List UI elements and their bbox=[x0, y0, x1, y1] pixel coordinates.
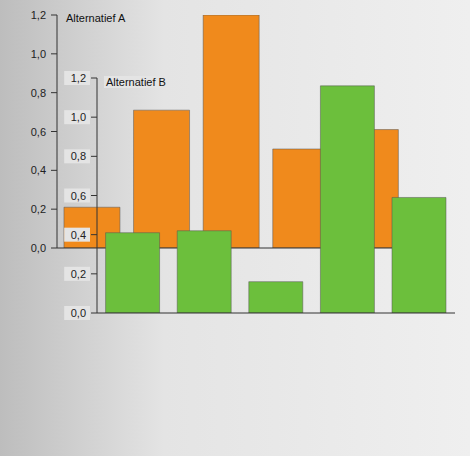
html-text:Alternatief A: Alternatief A bbox=[66, 12, 126, 24]
svg-text:1,2: 1,2 bbox=[71, 72, 86, 84]
svg-text:0,4: 0,4 bbox=[31, 164, 46, 176]
svg-text:0,2: 0,2 bbox=[31, 203, 46, 215]
svg-text:0,0: 0,0 bbox=[31, 242, 46, 254]
svg-text:0,0: 0,0 bbox=[71, 307, 86, 319]
svg-text:1,2: 1,2 bbox=[31, 9, 46, 21]
svg-text:1,0: 1,0 bbox=[71, 111, 86, 123]
svg-text:0,2: 0,2 bbox=[71, 268, 86, 280]
svg-text:0,6: 0,6 bbox=[31, 126, 46, 138]
svg-text:0,6: 0,6 bbox=[71, 190, 86, 202]
svg-text:0,8: 0,8 bbox=[31, 87, 46, 99]
svg-text:0,8: 0,8 bbox=[71, 150, 86, 162]
html-text:Alternatief B: Alternatief B bbox=[106, 76, 166, 88]
svg-text:1,0: 1,0 bbox=[31, 48, 46, 60]
svg-text:0,4: 0,4 bbox=[71, 229, 86, 241]
